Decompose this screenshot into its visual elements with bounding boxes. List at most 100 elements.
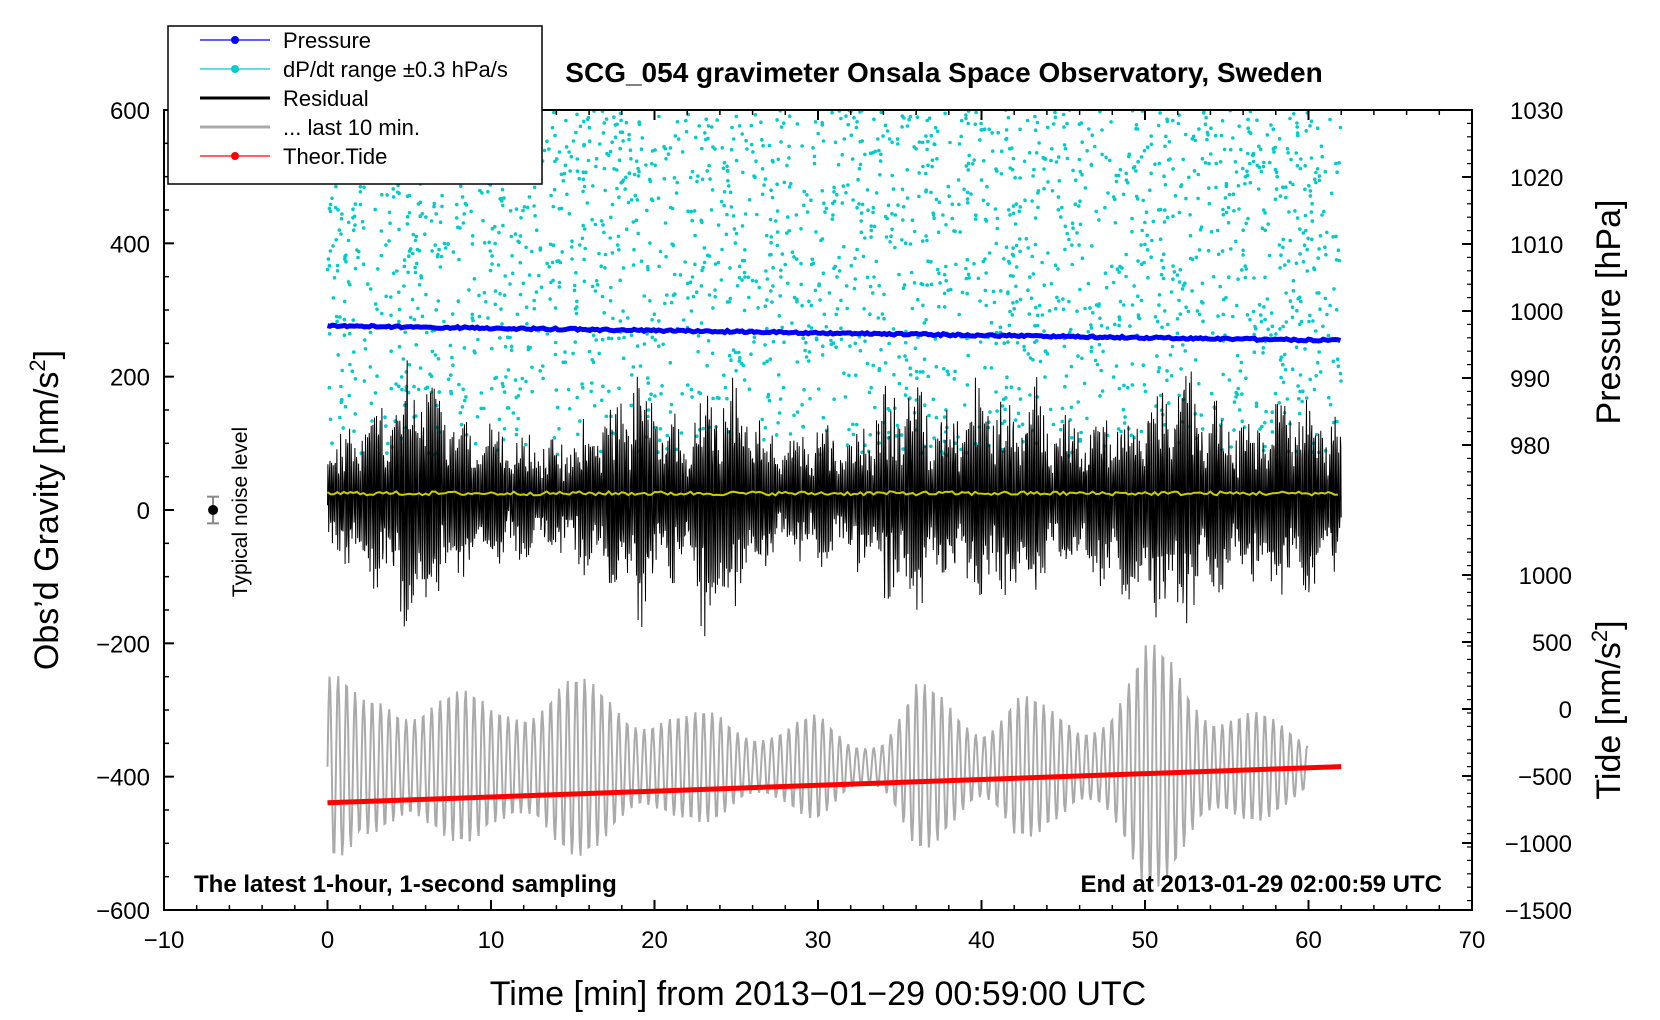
- dpdt-point: [662, 177, 667, 181]
- dpdt-point: [887, 430, 891, 435]
- dpdt-point: [565, 192, 569, 197]
- dpdt-point: [1178, 312, 1183, 316]
- dpdt-point: [1124, 274, 1128, 279]
- dpdt-point: [924, 318, 928, 322]
- dpdt-point: [1263, 444, 1267, 449]
- dpdt-point: [708, 177, 712, 181]
- dpdt-point: [647, 397, 652, 402]
- dpdt-point: [1321, 324, 1325, 329]
- dpdt-point: [460, 195, 465, 199]
- dpdt-point: [709, 208, 714, 212]
- dpdt-point: [462, 212, 467, 216]
- dpdt-point: [775, 209, 780, 213]
- dpdt-point: [1220, 249, 1225, 253]
- dpdt-point: [1246, 151, 1250, 156]
- dpdt-point: [549, 193, 553, 198]
- dpdt-point: [834, 312, 838, 317]
- dpdt-point: [498, 197, 502, 201]
- dpdt-point: [930, 158, 935, 162]
- dpdt-point: [775, 182, 779, 186]
- dpdt-point: [555, 405, 560, 410]
- dpdt-point: [760, 138, 764, 142]
- dpdt-point: [577, 176, 582, 181]
- dpdt-point: [952, 377, 957, 381]
- dpdt-point: [711, 306, 715, 310]
- dpdt-point: [1097, 218, 1101, 222]
- dpdt-point: [1229, 247, 1233, 251]
- dpdt-point: [1197, 127, 1201, 131]
- dpdt-point: [557, 427, 561, 431]
- dpdt-point: [638, 364, 643, 368]
- dpdt-point: [328, 249, 333, 253]
- dpdt-point: [328, 209, 333, 214]
- dpdt-point: [950, 202, 955, 206]
- dpdt-point: [789, 182, 793, 186]
- dpdt-point: [705, 169, 709, 173]
- dpdt-point: [817, 282, 821, 286]
- dpdt-point: [603, 252, 608, 257]
- dpdt-point: [776, 373, 781, 377]
- dpdt-point: [1124, 178, 1129, 182]
- dpdt-point: [821, 271, 826, 276]
- dpdt-point: [1080, 172, 1084, 177]
- dpdt-point: [656, 196, 661, 200]
- dpdt-point: [1078, 169, 1083, 174]
- dpdt-point: [602, 166, 607, 171]
- dpdt-point: [1012, 306, 1016, 311]
- dpdt-point: [530, 389, 534, 394]
- dpdt-point: [347, 393, 352, 398]
- dpdt-point: [683, 260, 687, 264]
- dpdt-point: [395, 269, 399, 273]
- dpdt-point: [1181, 343, 1185, 347]
- dpdt-point: [852, 286, 857, 291]
- dpdt-point: [1069, 405, 1074, 410]
- dpdt-point: [1216, 252, 1221, 257]
- dpdt-point: [731, 137, 736, 141]
- dpdt-point: [339, 400, 344, 405]
- dpdt-point: [819, 238, 823, 243]
- dpdt-point: [1022, 344, 1026, 349]
- dpdt-point: [908, 242, 913, 246]
- dpdt-point: [1171, 264, 1175, 268]
- dpdt-point: [1317, 174, 1322, 178]
- dpdt-point: [1050, 147, 1054, 151]
- dpdt-point: [424, 330, 429, 335]
- dpdt-point: [942, 272, 947, 277]
- dpdt-point: [984, 271, 988, 275]
- dpdt-point: [532, 306, 537, 311]
- dpdt-point: [581, 385, 585, 390]
- dpdt-point: [1144, 210, 1149, 214]
- dpdt-point: [944, 223, 948, 227]
- dpdt-point: [863, 339, 867, 344]
- dpdt-point: [525, 322, 529, 326]
- dpdt-point: [626, 316, 630, 320]
- dpdt-point: [775, 118, 779, 122]
- dpdt-point: [1089, 345, 1094, 350]
- dpdt-point: [802, 189, 806, 194]
- dpdt-point: [350, 369, 355, 374]
- dpdt-point: [896, 142, 900, 146]
- dpdt-point: [779, 275, 783, 279]
- dpdt-point: [1281, 245, 1285, 250]
- dpdt-point: [730, 125, 734, 130]
- dpdt-point: [1158, 393, 1163, 398]
- dpdt-point: [1049, 158, 1053, 163]
- dpdt-point: [1023, 198, 1027, 202]
- dpdt-point: [693, 233, 697, 238]
- dpdt-point: [679, 431, 684, 435]
- dpdt-point: [602, 230, 606, 235]
- dpdt-point: [442, 319, 446, 324]
- dpdt-point: [1303, 187, 1307, 192]
- dpdt-point: [832, 190, 836, 194]
- dpdt-point: [566, 387, 571, 392]
- dpdt-point: [501, 203, 505, 208]
- dpdt-point: [890, 173, 894, 178]
- dpdt-point: [557, 285, 562, 289]
- dpdt-point: [1166, 322, 1170, 327]
- dpdt-point: [883, 361, 888, 365]
- dpdt-point: [1099, 324, 1104, 328]
- dpdt-point: [1263, 228, 1267, 232]
- dpdt-point: [642, 294, 646, 298]
- dpdt-point: [1037, 141, 1041, 145]
- dpdt-point: [668, 410, 673, 414]
